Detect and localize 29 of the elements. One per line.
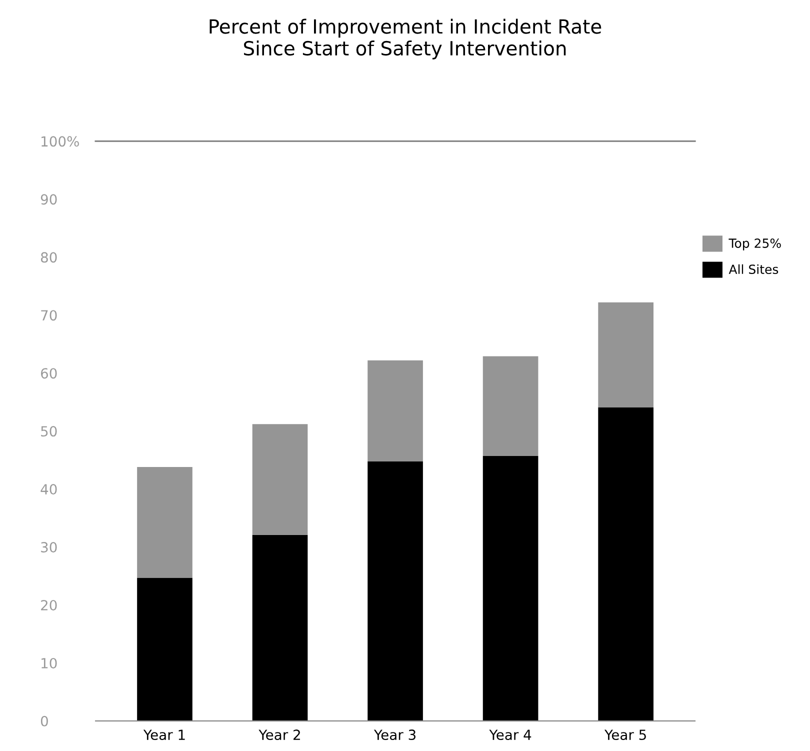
bar <box>482 456 538 721</box>
bar <box>482 356 538 456</box>
bar <box>137 578 192 721</box>
y-tick-label: 20 <box>41 600 57 610</box>
chart-title: Percent of Improvement in Incident Rate Since Start of Safety Intervention <box>210 18 602 60</box>
y-tick-label: 30 <box>41 542 57 553</box>
bar <box>252 424 308 535</box>
y-tick-label: 10 <box>42 658 57 668</box>
bar <box>598 407 654 721</box>
bar <box>252 534 308 721</box>
y-tick-label: 0 <box>40 716 48 726</box>
x-tick-label: Year 5 <box>604 730 646 740</box>
bar <box>368 360 423 462</box>
y-tick-label: 100% <box>42 136 79 147</box>
x-tick-label: Year 4 <box>489 730 532 740</box>
bar <box>598 302 654 408</box>
bar <box>368 461 423 721</box>
legend-label: Top 25% <box>728 238 781 250</box>
y-tick-label: 90 <box>40 194 57 205</box>
y-tick-label: 80 <box>40 252 57 263</box>
x-tick-label: Year 3 <box>374 730 416 740</box>
x-tick-label: Year 1 <box>143 730 185 740</box>
y-tick-label: 60 <box>40 368 57 379</box>
y-tick-label: 40 <box>40 484 57 495</box>
y-tick-label: 70 <box>41 310 57 321</box>
legend-label: All Sites <box>728 264 778 274</box>
x-tick-label: Year 2 <box>258 730 300 740</box>
bar <box>137 467 192 578</box>
y-tick-label: 50 <box>41 426 57 437</box>
